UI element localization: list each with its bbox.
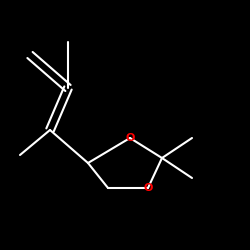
Text: O: O [125, 133, 135, 143]
Text: O: O [143, 183, 153, 193]
